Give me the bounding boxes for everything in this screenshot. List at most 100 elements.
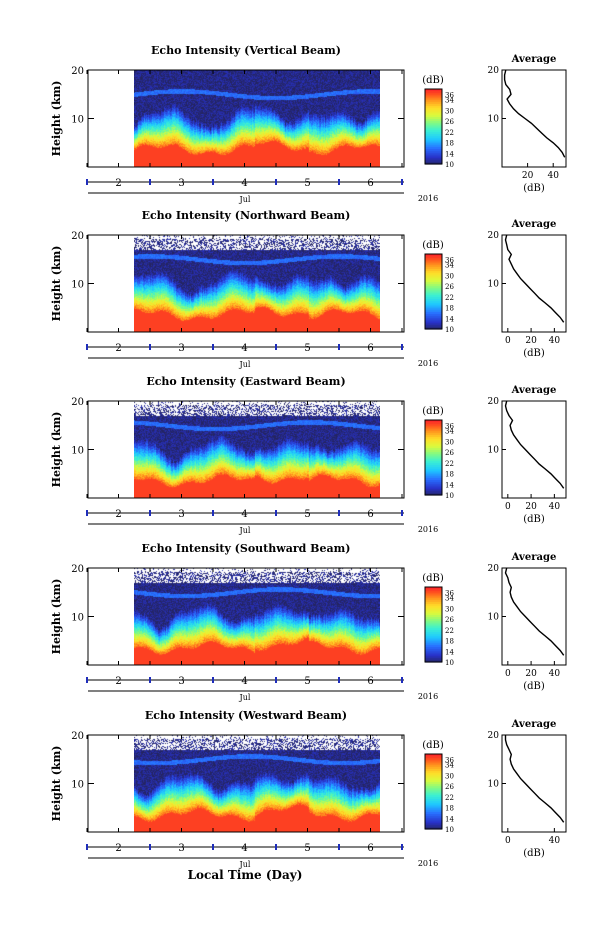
colorbar-segment [425,90,442,94]
colorbar-segment [425,465,442,468]
colorbar-segment [425,814,442,817]
colorbar-segment [425,98,442,101]
colorbar-segment [425,287,442,291]
avg-y-tick-label: 20 [488,66,500,76]
colorbar-segment [425,444,442,447]
colorbar-tick-label: 34 [445,762,454,770]
colorbar-segment [425,755,442,759]
colorbar-segment [425,115,442,118]
colorbar-segment [425,285,442,289]
day-label: 3 [178,343,184,354]
echo-panel-3: Echo Intensity (Southward Beam) 10 20 Heigh… [50,542,567,702]
day-label: 4 [241,843,247,854]
colorbar-tick-label: 30 [445,772,454,780]
colorbar-segment [425,602,442,605]
colorbar-segment [425,314,442,317]
colorbar-segment [425,821,442,824]
colorbar-segment [425,461,442,464]
echo-panel-4: Echo Intensity (Westward Beam)1020Height… [50,709,567,869]
colorbar-segment [425,793,442,796]
colorbar-segment [425,289,442,293]
colorbar-segment [425,321,442,324]
colorbar-segment [425,825,442,828]
echo-heatmap [134,735,380,832]
colorbar-tick-label: 26 [445,783,454,791]
y-axis-label: Height (km) [50,579,63,655]
colorbar-segment [425,111,442,114]
colorbar-segment [425,650,442,654]
colorbar-tick-label: 30 [445,438,454,446]
avg-x-tick-label: 0 [505,502,511,512]
colorbar-segment [425,600,442,603]
colorbar-segment [425,152,442,156]
year-label: 2016 [418,359,438,368]
colorbar-tick-label: 34 [445,595,454,603]
colorbar-segment [425,624,442,627]
avg-y-tick-label: 20 [488,231,500,241]
colorbar-segment [425,611,442,614]
colorbar-segment [425,423,442,427]
colorbar-frame [424,419,443,496]
average-profile-plot: Average 10 20 0 20 40 (dB) [488,552,567,692]
colorbar-segment [425,150,442,154]
day-label: 6 [367,343,373,354]
y-tick-label: 20 [71,564,84,575]
day-label: 6 [367,843,373,854]
colorbar-segment [425,113,442,116]
colorbar-tick-label: 34 [445,262,454,270]
colorbar-segment [425,785,442,789]
colorbar-segment [425,438,442,442]
colorbar-segment [425,476,442,479]
y-tick-label: 10 [71,780,84,791]
colorbar-segment [425,117,442,120]
panel-title: Echo Intensity (Northward Beam) [142,209,351,222]
day-label: 4 [241,509,247,520]
average-frame [501,734,567,833]
day-label: 4 [241,343,247,354]
colorbar-segment [425,819,442,823]
colorbar-segment [425,128,442,131]
colorbar-tick-label: 36 [445,256,454,264]
colorbar-segment [425,102,442,105]
colorbar-segment [425,278,442,281]
colorbar-segment [425,780,442,783]
colorbar-segment [425,89,442,92]
day-label: 6 [367,178,373,189]
colorbar-segment [425,605,442,609]
panel-title: Echo Intensity (Vertical Beam) [151,44,341,57]
average-title: Average [511,385,557,396]
colorbar-frame [424,88,443,165]
colorbar-segment [425,487,442,490]
average-xlabel: (dB) [523,514,545,525]
avg-y-tick-label: 10 [488,446,500,456]
colorbar-tick-label: 10 [445,826,454,834]
colorbar-segment [425,304,442,308]
colorbar-segment [425,300,442,304]
avg-x-tick-label: 40 [549,669,561,679]
colorbar-tick-label: 10 [445,161,454,169]
colorbar-segment [425,425,442,429]
colorbar-tick-label: 18 [445,305,454,313]
colorbar-segment [425,299,442,302]
colorbar-label: (dB) [422,740,444,751]
colorbar-segment [425,119,442,122]
average-title: Average [511,219,557,230]
average-title: Average [511,552,557,563]
colorbar-segment [425,420,442,423]
avg-y-tick-label: 10 [488,613,500,623]
colorbar-segment [425,104,442,107]
colorbar-segment [425,466,442,470]
colorbar-segment [425,295,442,298]
colorbar-segment [425,804,442,808]
colorbar-segment [425,259,442,263]
colorbar-segment [425,483,442,487]
colorbar-tick-label: 22 [445,794,454,802]
avg-x-tick-label: 40 [549,836,561,846]
colorbar-segment [425,100,442,103]
colorbar-segment [425,767,442,770]
panel-title: Echo Intensity (Southward Beam) [142,542,351,555]
colorbar-frame [424,753,443,830]
colorbar-tick-label: 22 [445,294,454,302]
colorbar-segment [425,770,442,774]
colorbar-segment [425,132,442,135]
